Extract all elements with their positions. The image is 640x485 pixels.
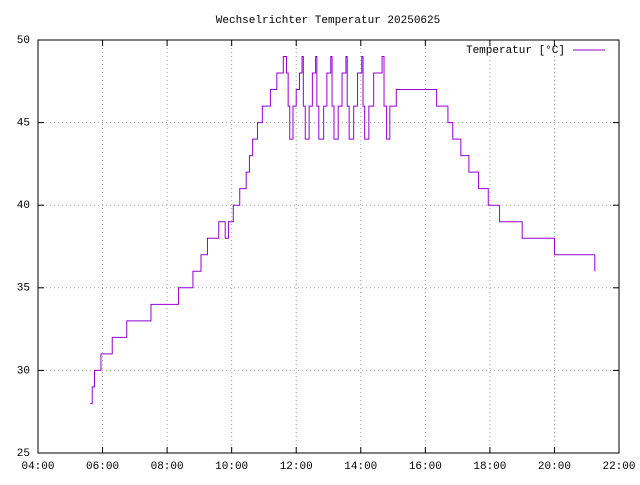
chart-title: Wechselrichter Temperatur 20250625	[216, 15, 440, 27]
legend-label: Temperatur [°C]	[466, 45, 565, 57]
data-line	[90, 56, 596, 404]
x-tick-label: 12:00	[280, 461, 313, 473]
x-tick-label: 08:00	[151, 461, 184, 473]
y-tick-label: 25	[17, 448, 30, 460]
x-tick-label: 04:00	[21, 461, 54, 473]
x-tick-label: 06:00	[86, 461, 119, 473]
y-tick-label: 30	[17, 365, 30, 377]
y-tick-label: 40	[17, 200, 30, 212]
x-tick-label: 16:00	[409, 461, 442, 473]
y-tick-label: 50	[17, 35, 30, 47]
x-tick-label: 20:00	[538, 461, 571, 473]
x-tick-label: 10:00	[215, 461, 248, 473]
y-tick-label: 45	[17, 118, 30, 130]
plot-border	[37, 39, 620, 454]
x-tick-label: 18:00	[473, 461, 506, 473]
x-tick-label: 14:00	[344, 461, 377, 473]
y-tick-label: 35	[17, 283, 30, 295]
x-tick-label: 22:00	[602, 461, 635, 473]
